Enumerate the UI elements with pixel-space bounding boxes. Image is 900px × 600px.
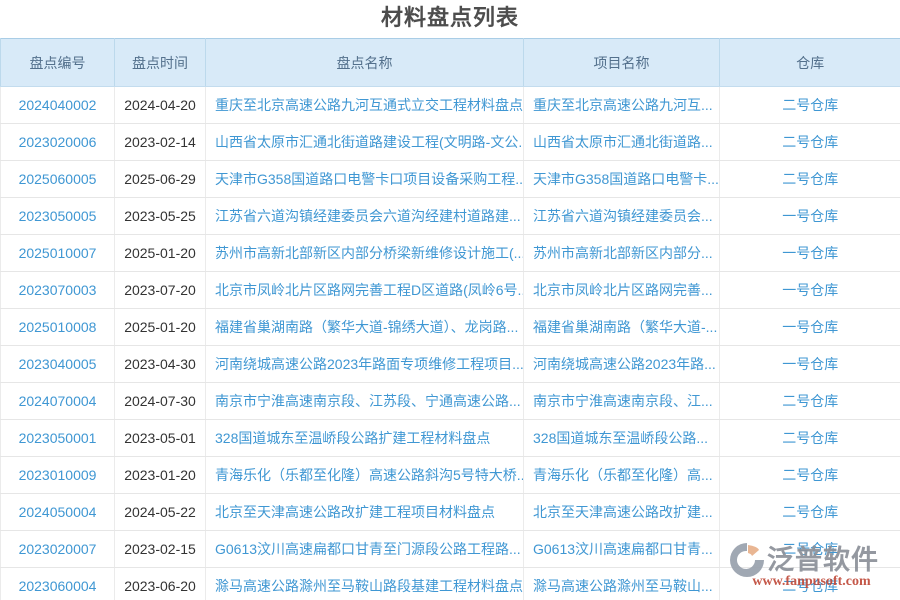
column-header-name: 盘点名称 <box>205 38 524 87</box>
warehouse-name: 一号仓库 <box>719 308 900 346</box>
table-row[interactable]: 2023070003 2023-07-20 北京市凤岭北片区路网完善工程D区道路(凤… <box>0 271 900 309</box>
table-row[interactable]: 2025010008 2025-01-20 福建省巢湖南路（繁华大道-锦绣大道）、龙… <box>0 308 900 346</box>
warehouse-name: 一号仓库 <box>719 197 900 235</box>
inventory-name: 山西省太原市汇通北街道路建设工程(文明路-文公... <box>205 123 524 161</box>
table-header: 盘点编号 盘点时间 盘点名称 项目名称 仓库 <box>0 38 900 87</box>
project-name: 北京市凤岭北片区路网完善... <box>523 271 720 309</box>
inventory-name: 福建省巢湖南路（繁华大道-锦绣大道）、龙岗路... <box>205 308 524 346</box>
warehouse-name: 二号仓库 <box>719 493 900 531</box>
table-row[interactable]: 2023050005 2023-05-25 江苏省六道沟镇经建委员会六道沟经建村道路… <box>0 197 900 235</box>
table-row[interactable]: 2025060005 2025-06-29 天津市G358国道路口电警卡口项目设备采… <box>0 160 900 198</box>
warehouse-name: 一号仓库 <box>719 234 900 272</box>
table-row[interactable]: 2023010009 2023-01-20 青海乐化（乐都至化隆）高速公路斜沟5号特… <box>0 456 900 494</box>
inventory-name: 天津市G358国道路口电警卡口项目设备采购工程... <box>205 160 524 198</box>
column-header-project: 项目名称 <box>523 38 720 87</box>
table-row[interactable]: 2023040005 2023-04-30 河南绕城高速公路2023年路面专项维修工… <box>0 345 900 383</box>
table-row[interactable]: 2023050001 2023-05-01 328国道城东至温峤段公路扩建工程材料盘… <box>0 419 900 457</box>
inventory-id-link[interactable]: 2023020006 <box>0 123 115 161</box>
warehouse-name: 二号仓库 <box>719 419 900 457</box>
inventory-date: 2025-01-20 <box>114 308 206 346</box>
page-title: 材料盘点列表 <box>380 5 519 30</box>
project-name: 天津市G358国道路口电警卡... <box>523 160 720 198</box>
project-name: 南京市宁淮高速南京段、江... <box>523 382 720 420</box>
inventory-id-link[interactable]: 2023060004 <box>0 567 115 600</box>
inventory-date: 2023-02-15 <box>114 530 206 568</box>
inventory-id-link[interactable]: 2025010007 <box>0 234 115 272</box>
warehouse-name: 二号仓库 <box>719 456 900 494</box>
column-header-id: 盘点编号 <box>0 38 115 87</box>
inventory-name: 江苏省六道沟镇经建委员会六道沟经建村道路建... <box>205 197 524 235</box>
inventory-date: 2025-01-20 <box>114 234 206 272</box>
inventory-id-link[interactable]: 2024070004 <box>0 382 115 420</box>
table-row[interactable]: 2023020007 2023-02-15 G0613汶川高速扁都口甘青至门源段公路… <box>0 530 900 568</box>
inventory-id-link[interactable]: 2023010009 <box>0 456 115 494</box>
inventory-date: 2024-04-20 <box>114 86 206 124</box>
inventory-id-link[interactable]: 2023050001 <box>0 419 115 457</box>
warehouse-name: 二号仓库 <box>719 530 900 568</box>
inventory-name: G0613汶川高速扁都口甘青至门源段公路工程路... <box>205 530 524 568</box>
inventory-name: 青海乐化（乐都至化隆）高速公路斜沟5号特大桥... <box>205 456 524 494</box>
warehouse-name: 二号仓库 <box>719 382 900 420</box>
project-name: 重庆至北京高速公路九河互... <box>523 86 720 124</box>
warehouse-name: 二号仓库 <box>719 86 900 124</box>
inventory-date: 2023-01-20 <box>114 456 206 494</box>
inventory-id-link[interactable]: 2023070003 <box>0 271 115 309</box>
inventory-name: 南京市宁淮高速南京段、江苏段、宁通高速公路... <box>205 382 524 420</box>
project-name: 北京至天津高速公路改扩建... <box>523 493 720 531</box>
inventory-name: 北京市凤岭北片区路网完善工程D区道路(凤岭6号... <box>205 271 524 309</box>
inventory-table: 盘点编号 盘点时间 盘点名称 项目名称 仓库 2024040002 2024-04… <box>0 38 900 600</box>
table-row[interactable]: 2024070004 2024-07-30 南京市宁淮高速南京段、江苏段、宁通高速公… <box>0 382 900 420</box>
project-name: 山西省太原市汇通北街道路... <box>523 123 720 161</box>
inventory-date: 2023-07-20 <box>114 271 206 309</box>
inventory-name: 河南绕城高速公路2023年路面专项维修工程项目... <box>205 345 524 383</box>
inventory-id-link[interactable]: 2023040005 <box>0 345 115 383</box>
inventory-date: 2023-05-01 <box>114 419 206 457</box>
project-name: 青海乐化（乐都至化隆）高... <box>523 456 720 494</box>
inventory-date: 2024-05-22 <box>114 493 206 531</box>
inventory-date: 2023-05-25 <box>114 197 206 235</box>
inventory-name: 滁马高速公路滁州至马鞍山路段基建工程材料盘点 <box>205 567 524 600</box>
inventory-date: 2023-02-14 <box>114 123 206 161</box>
project-name: G0613汶川高速扁都口甘青... <box>523 530 720 568</box>
inventory-id-link[interactable]: 2024040002 <box>0 86 115 124</box>
warehouse-name: 二号仓库 <box>719 123 900 161</box>
column-header-warehouse: 仓库 <box>719 38 900 87</box>
project-name: 滁马高速公路滁州至马鞍山... <box>523 567 720 600</box>
table-row[interactable]: 2024050004 2024-05-22 北京至天津高速公路改扩建工程项目材料盘点… <box>0 493 900 531</box>
inventory-id-link[interactable]: 2025060005 <box>0 160 115 198</box>
warehouse-name: 二号仓库 <box>719 567 900 600</box>
project-name: 苏州市高新北部新区内部分... <box>523 234 720 272</box>
table-body: 2024040002 2024-04-20 重庆至北京高速公路九河互通式立交工程材料… <box>0 86 900 600</box>
inventory-id-link[interactable]: 2025010008 <box>0 308 115 346</box>
table-row[interactable]: 2025010007 2025-01-20 苏州市高新北部新区内部分桥梁新维修设计施… <box>0 234 900 272</box>
table-row[interactable]: 2023020006 2023-02-14 山西省太原市汇通北街道路建设工程(文明路… <box>0 123 900 161</box>
column-header-date: 盘点时间 <box>114 38 206 87</box>
project-name: 328国道城东至温峤段公路... <box>523 419 720 457</box>
table-row[interactable]: 2023060004 2023-06-20 滁马高速公路滁州至马鞍山路段基建工程材料… <box>0 567 900 600</box>
table-row[interactable]: 2024040002 2024-04-20 重庆至北京高速公路九河互通式立交工程材料… <box>0 86 900 124</box>
inventory-id-link[interactable]: 2024050004 <box>0 493 115 531</box>
inventory-id-link[interactable]: 2023020007 <box>0 530 115 568</box>
inventory-name: 北京至天津高速公路改扩建工程项目材料盘点 <box>205 493 524 531</box>
inventory-date: 2025-06-29 <box>114 160 206 198</box>
inventory-date: 2023-06-20 <box>114 567 206 600</box>
inventory-id-link[interactable]: 2023050005 <box>0 197 115 235</box>
inventory-date: 2024-07-30 <box>114 382 206 420</box>
warehouse-name: 一号仓库 <box>719 345 900 383</box>
inventory-name: 苏州市高新北部新区内部分桥梁新维修设计施工(... <box>205 234 524 272</box>
warehouse-name: 二号仓库 <box>719 160 900 198</box>
inventory-date: 2023-04-30 <box>114 345 206 383</box>
warehouse-name: 一号仓库 <box>719 271 900 309</box>
inventory-name: 328国道城东至温峤段公路扩建工程材料盘点 <box>205 419 524 457</box>
project-name: 福建省巢湖南路（繁华大道-... <box>523 308 720 346</box>
project-name: 河南绕城高速公路2023年路... <box>523 345 720 383</box>
inventory-name: 重庆至北京高速公路九河互通式立交工程材料盘点 <box>205 86 524 124</box>
project-name: 江苏省六道沟镇经建委员会... <box>523 197 720 235</box>
